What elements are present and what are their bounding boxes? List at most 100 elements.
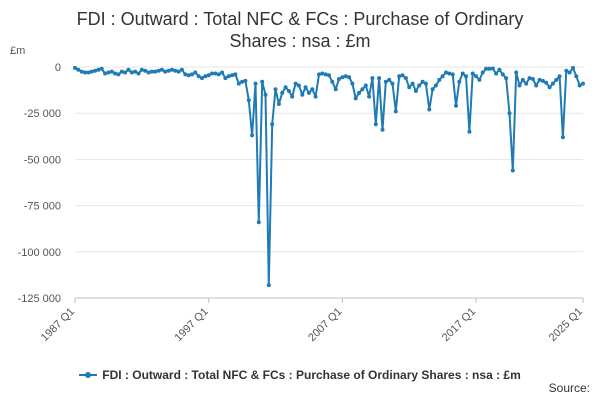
- data-point: [243, 78, 248, 83]
- data-point: [487, 66, 492, 71]
- data-point: [166, 68, 171, 73]
- y-tick-label: 0: [55, 62, 61, 74]
- data-point: [173, 68, 178, 73]
- data-point: [363, 83, 368, 88]
- data-point: [517, 83, 522, 88]
- y-tick-label: -125 000: [18, 293, 61, 305]
- x-axis-ticks: 1987 Q1 1997 Q1 2007 Q1 2017 Q1 2025 Q1: [39, 298, 585, 344]
- data-point: [190, 72, 194, 77]
- data-point: [470, 71, 475, 76]
- data-point: [303, 85, 308, 90]
- y-tick-label: -75 000: [24, 201, 61, 213]
- data-point: [510, 168, 515, 173]
- data-point: [420, 79, 425, 84]
- data-point: [474, 74, 479, 79]
- data-point: [183, 72, 188, 77]
- data-point: [200, 76, 204, 81]
- data-point: [153, 69, 158, 74]
- data-point: [163, 69, 168, 74]
- data-point: [450, 72, 455, 77]
- source-label: Source:: [548, 381, 590, 395]
- data-point: [196, 74, 201, 79]
- data-point: [216, 72, 221, 77]
- data-point: [337, 77, 341, 81]
- data-point: [327, 73, 331, 78]
- data-point: [494, 71, 499, 76]
- data-point: [530, 77, 535, 81]
- data-point: [440, 74, 445, 79]
- grid-lines: [75, 66, 583, 299]
- y-axis-ticks: 0 -25 000 -50 000 -75 000 -100 000 -125 000: [18, 62, 61, 305]
- data-point: [527, 76, 532, 81]
- data-point: [567, 70, 572, 75]
- data-point: [350, 81, 355, 86]
- data-point: [159, 67, 164, 72]
- data-point: [317, 72, 321, 77]
- data-point: [397, 74, 402, 79]
- data-point: [270, 122, 275, 127]
- data-point: [554, 77, 559, 82]
- data-point: [393, 109, 398, 114]
- data-point: [220, 70, 225, 75]
- data-point: [313, 94, 318, 99]
- data-point: [524, 81, 529, 86]
- data-point: [544, 80, 549, 85]
- data-point: [417, 83, 422, 88]
- y-tick-label: -25 000: [24, 108, 61, 120]
- data-point: [343, 74, 348, 79]
- data-point: [454, 103, 458, 108]
- data-point: [557, 74, 562, 79]
- data-point: [156, 68, 161, 73]
- data-point: [360, 87, 365, 92]
- legend[interactable]: FDI : Outward : Total NFC & FCs : Purcha…: [0, 368, 600, 382]
- data-point: [507, 111, 512, 116]
- x-tick-label: 1987 Q1: [39, 306, 77, 344]
- data-point: [263, 92, 268, 97]
- data-point: [293, 81, 298, 86]
- data-point: [296, 83, 301, 88]
- data-point: [490, 66, 495, 71]
- data-point: [330, 79, 335, 84]
- data-point: [504, 76, 509, 81]
- data-point: [86, 70, 91, 75]
- data-point: [179, 67, 184, 72]
- data-point: [577, 83, 582, 88]
- data-point: [564, 68, 569, 73]
- data-point: [93, 68, 98, 73]
- data-point: [300, 92, 305, 97]
- data-point: [571, 65, 575, 70]
- data-point: [266, 283, 271, 288]
- x-tick-label: 2025 Q1: [547, 306, 585, 344]
- data-point: [373, 122, 378, 127]
- data-point: [403, 76, 408, 81]
- data-point: [484, 66, 489, 71]
- data-point: [203, 74, 208, 79]
- data-point: [169, 67, 174, 72]
- data-point: [176, 69, 181, 74]
- data-point: [460, 71, 465, 76]
- data-point: [230, 73, 235, 78]
- data-point: [226, 74, 231, 79]
- data-point: [73, 65, 77, 70]
- data-point: [89, 69, 94, 74]
- data-point: [383, 79, 388, 84]
- data-point: [340, 75, 345, 80]
- data-point: [233, 72, 238, 77]
- data-point: [430, 87, 435, 92]
- data-point: [186, 73, 191, 78]
- data-point: [581, 81, 585, 86]
- data-point: [96, 67, 101, 72]
- data-point: [537, 77, 542, 82]
- x-tick-label: 1997 Q1: [172, 306, 210, 344]
- data-point: [83, 70, 87, 75]
- data-point: [193, 70, 198, 75]
- data-point: [260, 79, 265, 84]
- y-tick-label: -50 000: [24, 154, 61, 166]
- data-point: [246, 98, 251, 103]
- data-point: [99, 66, 104, 71]
- data-point: [133, 69, 138, 74]
- data-point: [323, 72, 328, 77]
- data-point: [240, 79, 245, 84]
- data-point: [253, 81, 258, 86]
